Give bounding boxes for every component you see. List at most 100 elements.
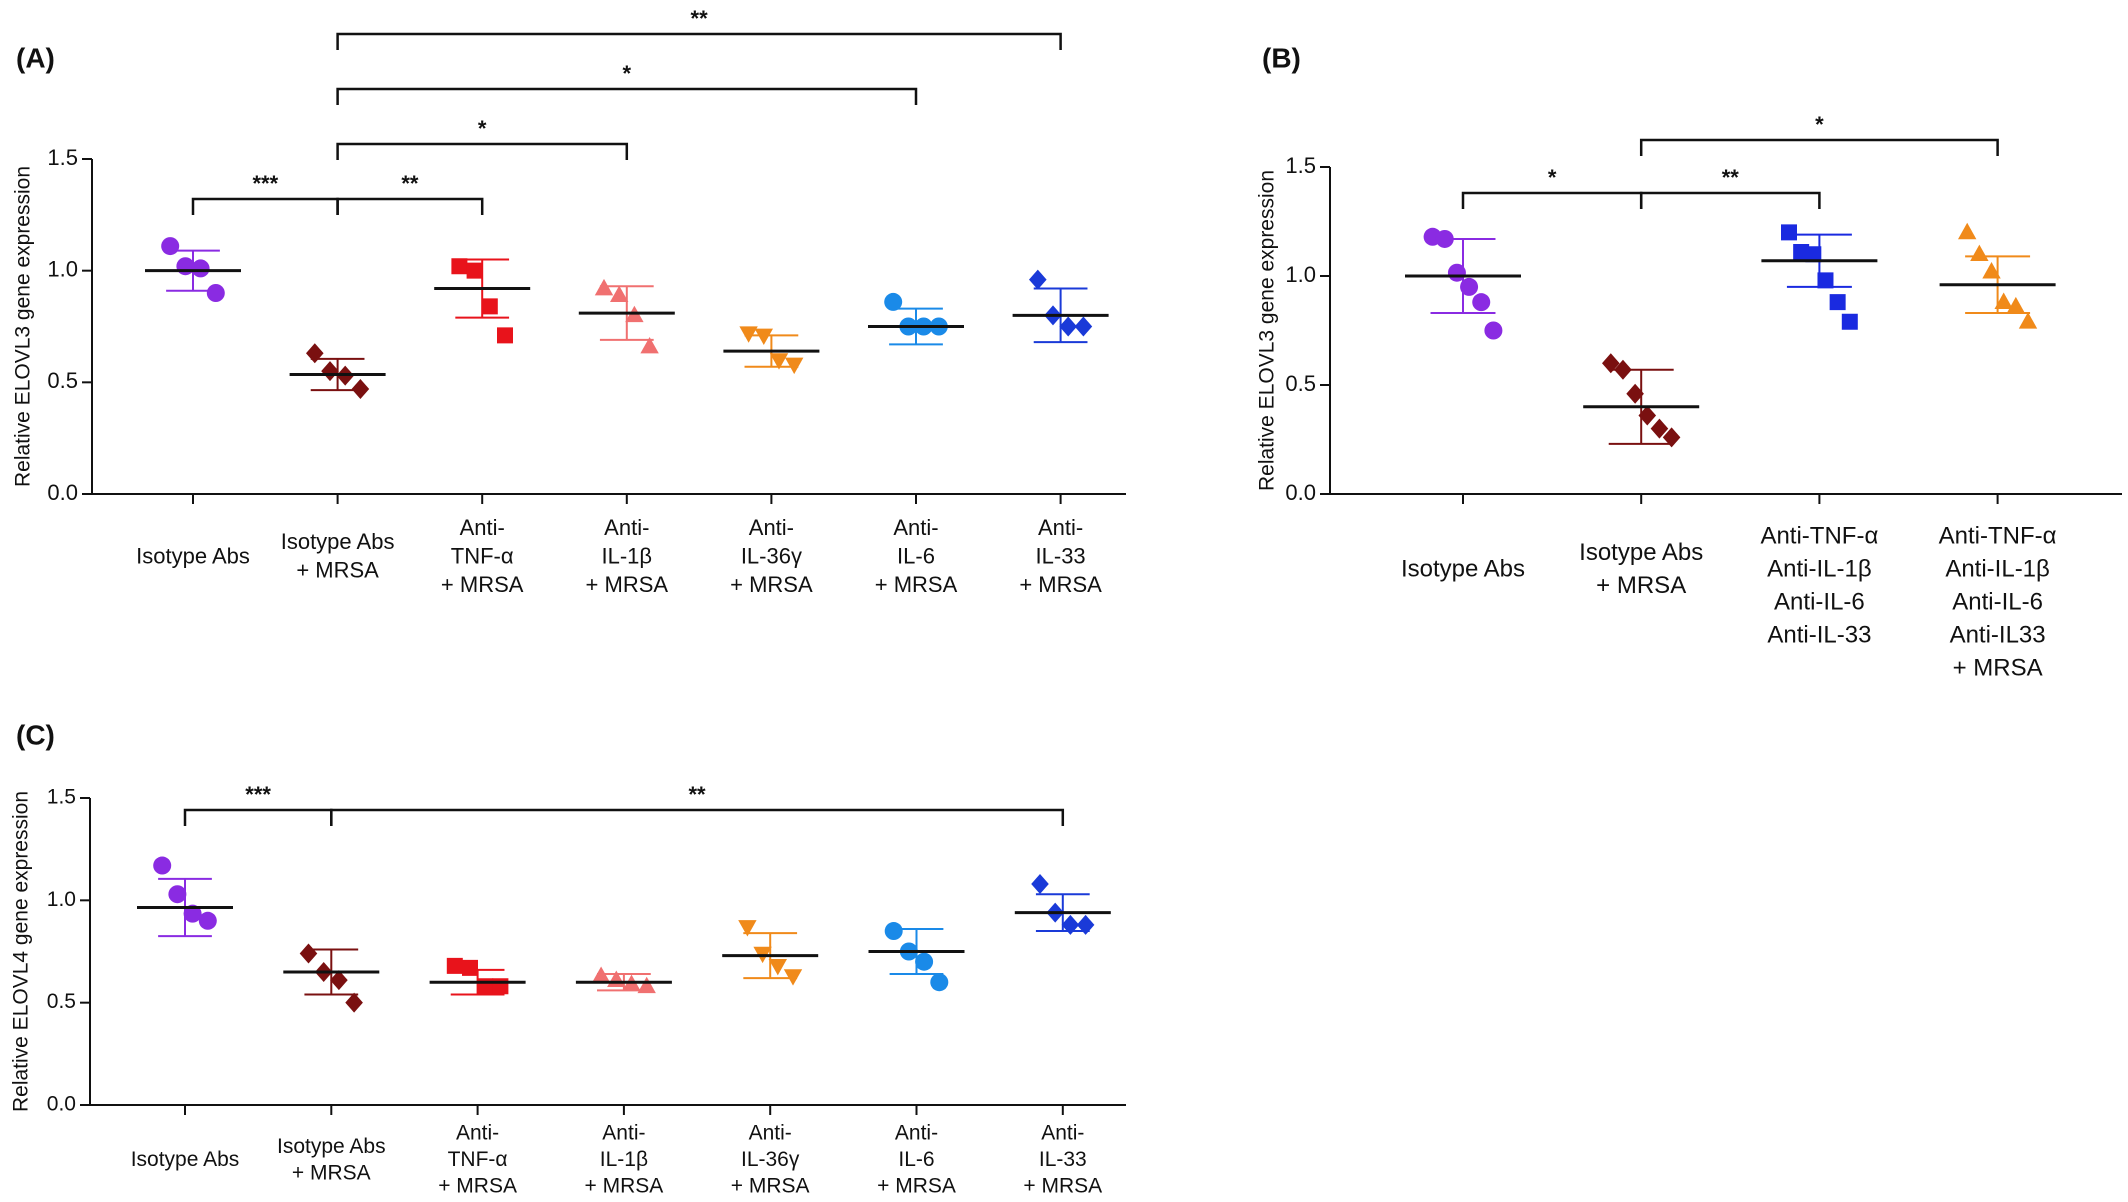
significance-label: ** (1722, 165, 1740, 190)
significance-label: ** (688, 782, 706, 807)
significance-label: * (1815, 112, 1824, 137)
data-point (1970, 244, 1989, 261)
y-tick-label: 1.0 (47, 256, 78, 281)
x-tick-label: IL-1β (600, 1148, 648, 1171)
data-point (206, 284, 225, 302)
data-point (1958, 222, 1977, 240)
panel-label: (A) (16, 42, 55, 73)
significance-bracket (336, 142, 629, 160)
data-point (1793, 244, 1810, 261)
x-tick-label: Isotype Abs (1579, 539, 1703, 566)
data-point (1650, 418, 1669, 439)
x-tick-label: Anti- (1038, 515, 1083, 540)
data-point (198, 911, 217, 930)
data-point (1781, 224, 1797, 241)
y-tick-label: 0.0 (47, 1093, 76, 1116)
data-point (1602, 353, 1620, 374)
x-tick-label: Anti- (604, 515, 649, 540)
x-tick-label: + MRSA (875, 572, 958, 597)
x-tick-label: Isotype Abs (131, 1148, 240, 1171)
data-point (497, 327, 513, 344)
x-tick-label: + MRSA (585, 1175, 664, 1198)
data-point (1031, 873, 1049, 894)
x-tick-label: + MRSA (730, 572, 813, 597)
x-tick-label: + MRSA (1596, 572, 1686, 599)
y-axis-label: Relative ELOVL3 gene expression (12, 166, 35, 487)
x-tick-label: Anti-IL33 (1950, 621, 2046, 648)
data-point (321, 361, 339, 382)
data-point (1982, 262, 2001, 279)
x-tick-label: Isotype Abs (136, 543, 250, 568)
significance-bracket (183, 808, 333, 826)
data-point (1805, 246, 1822, 263)
data-point (754, 328, 773, 346)
y-tick-label: 0.0 (47, 480, 78, 505)
significance-label: *** (245, 782, 271, 807)
data-point (640, 337, 659, 354)
x-tick-label: + MRSA (731, 1175, 810, 1198)
x-tick-label: Anti-IL-33 (1767, 621, 1871, 648)
data-point (594, 278, 614, 296)
data-point (345, 992, 363, 1013)
x-tick-label: IL-36γ (741, 1148, 800, 1171)
data-point (2018, 312, 2038, 329)
x-tick-label: + MRSA (1023, 1175, 1102, 1198)
data-point (1472, 293, 1491, 312)
y-tick-label: 1.5 (1285, 153, 1316, 178)
x-tick-label: Anti- (749, 1122, 792, 1145)
significance-label: * (478, 116, 487, 141)
x-tick-label: Isotype Abs (281, 529, 395, 554)
significance-label: * (623, 61, 632, 86)
x-tick-label: + MRSA (292, 1161, 371, 1184)
data-point (477, 978, 494, 995)
x-tick-label: Anti- (895, 1122, 938, 1145)
panel-label: (B) (1262, 42, 1301, 73)
y-axis-label: Relative ELOVL4 gene expression (10, 791, 33, 1112)
data-point (1662, 427, 1681, 448)
data-point (915, 952, 934, 971)
x-tick-label: Anti- (456, 1122, 499, 1145)
data-point (2006, 296, 2026, 314)
data-point (462, 959, 478, 976)
x-tick-label: Anti-TNF-α (1760, 522, 1878, 549)
data-point (176, 257, 195, 276)
data-point (1829, 294, 1846, 311)
data-point (739, 326, 758, 343)
y-tick-label: 1.5 (47, 786, 76, 809)
x-tick-label: TNF-α (448, 1148, 508, 1171)
significance-bracket (1639, 191, 1821, 209)
y-tick-label: 0.5 (47, 368, 78, 393)
data-point (1029, 269, 1047, 290)
y-tick-label: 1.5 (47, 145, 78, 170)
y-tick-label: 0.5 (1285, 371, 1316, 396)
data-point (481, 298, 498, 315)
x-tick-label: + MRSA (877, 1175, 956, 1198)
data-point (785, 357, 804, 375)
x-tick-label: Anti-TNF-α (1939, 522, 2057, 549)
data-point (1460, 277, 1479, 296)
data-point (161, 237, 180, 256)
data-point (351, 379, 370, 400)
data-point (168, 885, 187, 904)
panel-label: (C) (16, 719, 55, 750)
x-tick-label: Isotype Abs (277, 1135, 386, 1158)
x-tick-label: Anti- (749, 515, 794, 540)
data-point (183, 904, 202, 923)
data-point (466, 262, 483, 279)
significance-bracket (336, 32, 1062, 50)
x-tick-label: Anti- (602, 1122, 645, 1145)
data-point (191, 259, 210, 278)
data-point (1435, 229, 1454, 248)
x-tick-label: Anti-IL-1β (1767, 555, 1872, 582)
data-point (1076, 914, 1095, 935)
x-tick-label: TNF-α (451, 543, 514, 568)
data-point (1074, 316, 1093, 337)
x-tick-label: Anti-IL-6 (1952, 588, 2043, 615)
data-point (299, 943, 318, 964)
significance-bracket (330, 808, 1065, 826)
data-point (153, 856, 172, 875)
significance-bracket (1461, 191, 1643, 209)
significance-label: *** (252, 171, 278, 196)
data-point (930, 973, 949, 992)
